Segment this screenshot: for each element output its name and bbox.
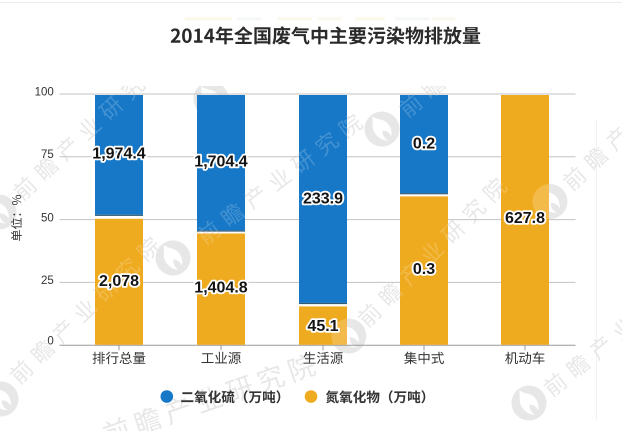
svg-text:45.1: 45.1	[307, 318, 338, 335]
svg-text:2,078: 2,078	[99, 273, 139, 290]
svg-text:75: 75	[41, 149, 54, 161]
svg-text:233.9: 233.9	[303, 191, 343, 208]
svg-text:1,974.4: 1,974.4	[92, 145, 145, 162]
svg-text:25: 25	[41, 275, 54, 287]
svg-text:627.8: 627.8	[505, 210, 545, 227]
svg-text:0.2: 0.2	[413, 135, 435, 152]
svg-text:0: 0	[47, 336, 53, 348]
svg-text:50: 50	[41, 213, 54, 225]
svg-text:0.3: 0.3	[413, 261, 435, 278]
svg-text:1,704.4: 1,704.4	[194, 153, 247, 170]
svg-text:100: 100	[35, 87, 54, 99]
svg-text:1,404.8: 1,404.8	[194, 279, 247, 296]
